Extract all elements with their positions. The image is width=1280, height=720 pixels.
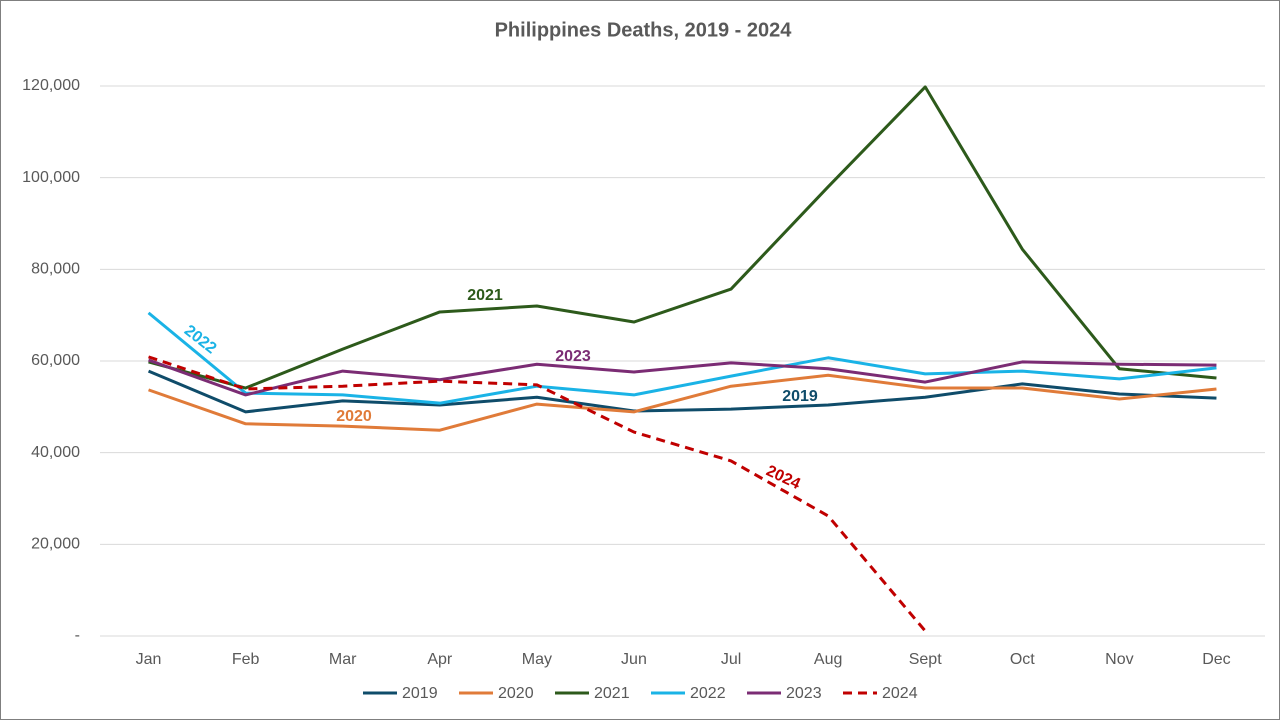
x-tick-label: Apr <box>427 651 453 668</box>
legend-label: 2023 <box>786 685 822 702</box>
x-tick-label: Feb <box>232 651 260 668</box>
y-tick-label: 40,000 <box>31 444 80 461</box>
x-tick-label: Sept <box>909 651 942 668</box>
y-tick-label: 20,000 <box>31 536 80 553</box>
x-tick-label: Oct <box>1010 651 1035 668</box>
legend-label: 2022 <box>690 685 726 702</box>
legend-label: 2021 <box>594 685 630 702</box>
x-tick-label: Jul <box>721 651 741 668</box>
y-tick-label: - <box>75 627 80 644</box>
series-label: 2023 <box>555 348 591 365</box>
x-tick-label: Nov <box>1105 651 1133 668</box>
series-label: 2020 <box>336 408 372 425</box>
series-label: 2019 <box>782 388 818 405</box>
legend-label: 2020 <box>498 685 534 702</box>
x-tick-label: Jun <box>621 651 647 668</box>
legend-label: 2019 <box>402 685 438 702</box>
series-line <box>148 373 1217 432</box>
y-tick-label: 60,000 <box>31 352 80 369</box>
x-tick-label: Mar <box>329 651 357 668</box>
series-line <box>148 85 1217 390</box>
x-tick-label: Dec <box>1202 651 1230 668</box>
series-label: 2021 <box>467 287 503 304</box>
x-tick-label: May <box>522 651 552 668</box>
x-tick-label: Aug <box>814 651 842 668</box>
y-tick-label: 120,000 <box>22 77 80 94</box>
y-tick-label: 100,000 <box>22 169 80 186</box>
legend-label: 2024 <box>882 685 918 702</box>
x-tick-label: Jan <box>136 651 162 668</box>
series-line <box>147 369 1217 414</box>
series-line <box>148 355 927 632</box>
y-tick-label: 80,000 <box>31 261 80 278</box>
series-line <box>147 311 1217 405</box>
series-line <box>148 358 1217 397</box>
chart-title: Philippines Deaths, 2019 - 2024 <box>495 19 793 41</box>
